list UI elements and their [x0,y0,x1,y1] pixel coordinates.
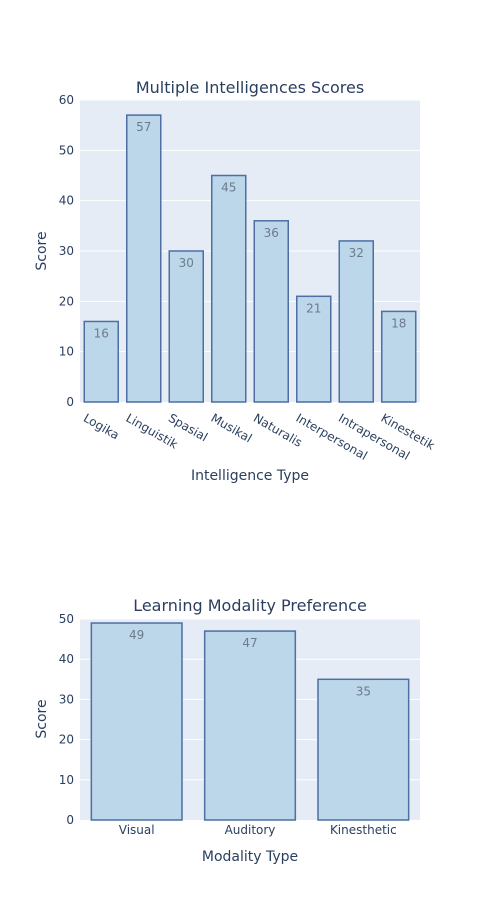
y-tick-label: 20 [59,733,74,747]
y-tick-label: 30 [59,692,74,706]
bar-value-label: 57 [136,120,151,134]
chart-2-title: Learning Modality Preference [133,596,367,615]
chart-1-title: Multiple Intelligences Scores [136,78,364,97]
chart-1-y-axis-title: Score [34,231,50,270]
y-tick-label: 30 [59,244,74,258]
bar-value-label: 45 [221,181,236,195]
bar [296,295,332,403]
bar-value-label: 16 [94,326,109,340]
y-tick-label: 0 [66,395,74,409]
chart-1-x-axis-title: Intelligence Type [191,468,309,484]
bar [83,320,119,403]
y-tick-label: 0 [66,813,74,827]
x-tick-label: Logika [81,411,122,443]
x-tick-label: Kinesthetic [330,823,397,837]
bar [381,310,417,403]
x-tick-label: Auditory [225,823,276,837]
bar [253,220,289,403]
bar-value-label: 32 [349,246,364,260]
bar-value-label: 49 [129,628,144,642]
y-tick-label: 10 [59,345,74,359]
bar-value-label: 18 [391,316,406,330]
intelligences-chart: Multiple Intelligences Scores 16 57 30 45 36… [34,78,437,484]
bar [211,174,247,403]
bar-value-label: 47 [242,636,257,650]
chart-2-y-axis-title: Score [34,699,50,738]
bar [90,622,183,821]
bar-value-label: 35 [356,684,371,698]
y-tick-label: 60 [59,93,74,107]
modality-chart: Learning Modality Preference 49 47 35 0 10 2… [34,596,420,865]
bar [126,114,162,403]
bar [317,678,410,821]
bar-value-label: 36 [264,226,279,240]
chart-2-x-axis-title: Modality Type [202,849,298,865]
x-tick-label: Musikal [208,411,254,446]
y-tick-label: 10 [59,773,74,787]
y-tick-label: 50 [59,143,74,157]
y-tick-label: 20 [59,294,74,308]
bar [168,250,204,403]
bar-value-label: 30 [179,256,194,270]
bar [338,240,374,403]
bar [203,630,297,821]
y-tick-label: 40 [59,194,74,208]
bar-value-label: 21 [306,301,321,315]
x-tick-label: Visual [119,823,155,837]
y-tick-label: 40 [59,652,74,666]
y-tick-label: 50 [59,612,74,626]
